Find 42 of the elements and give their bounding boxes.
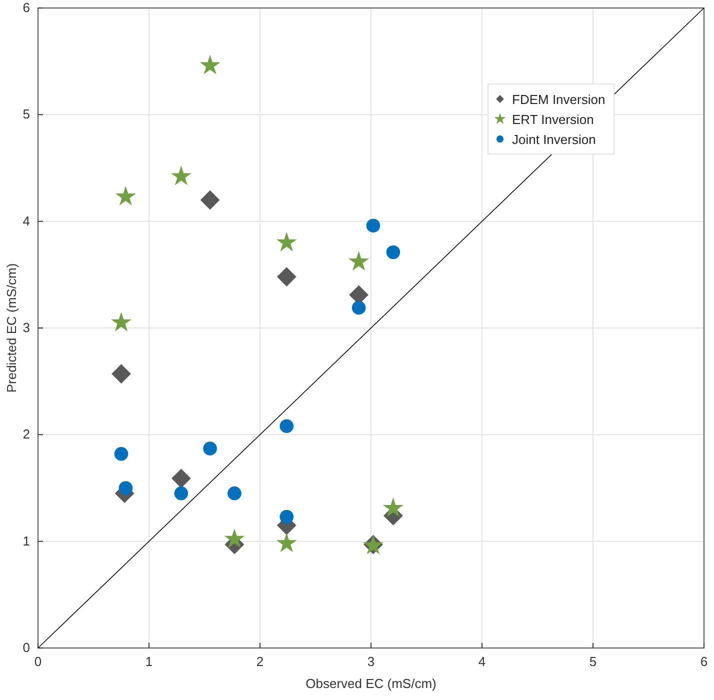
point	[276, 232, 297, 252]
x-tick-label: 2	[256, 654, 264, 669]
point	[280, 419, 294, 434]
x-tick-label: 1	[145, 654, 153, 669]
point	[348, 251, 370, 271]
legend-label: Joint Inversion	[512, 132, 596, 147]
point	[280, 510, 294, 524]
point	[228, 486, 242, 500]
point	[352, 300, 366, 315]
point	[200, 190, 220, 210]
point	[170, 166, 192, 186]
y-axis-title: Predicted EC (mS/cm)	[4, 263, 19, 393]
point	[224, 528, 245, 548]
y-tick-label: 4	[22, 213, 30, 228]
point	[114, 446, 128, 461]
point	[200, 54, 220, 74]
point	[174, 486, 188, 500]
point	[111, 312, 132, 332]
point	[171, 468, 191, 488]
y-tick-label: 0	[22, 640, 30, 655]
x-tick-label: 5	[589, 654, 597, 669]
point	[115, 186, 136, 206]
y-tick-label: 2	[22, 426, 30, 442]
x-axis-title: Observed EC (mS/cm)	[306, 676, 436, 691]
x-tick-label: 0	[34, 654, 42, 669]
x-tick-label: 3	[367, 654, 375, 669]
y-tick-label: 1	[22, 533, 30, 548]
y-tick-label: 6	[22, 0, 30, 15]
point	[276, 532, 297, 552]
y-tick-label: 5	[22, 106, 30, 122]
y-tick-label: 3	[22, 320, 30, 335]
x-tick-label: 6	[700, 654, 708, 669]
legend-label: FDEM Inversion	[512, 92, 606, 107]
point	[382, 498, 404, 517]
point	[112, 364, 131, 384]
point	[276, 267, 296, 286]
point	[386, 245, 400, 260]
legend-label: ERT Inversion	[512, 112, 594, 127]
point	[118, 481, 133, 495]
x-tick-label: 4	[478, 654, 486, 669]
point	[203, 442, 217, 456]
point	[366, 218, 380, 232]
